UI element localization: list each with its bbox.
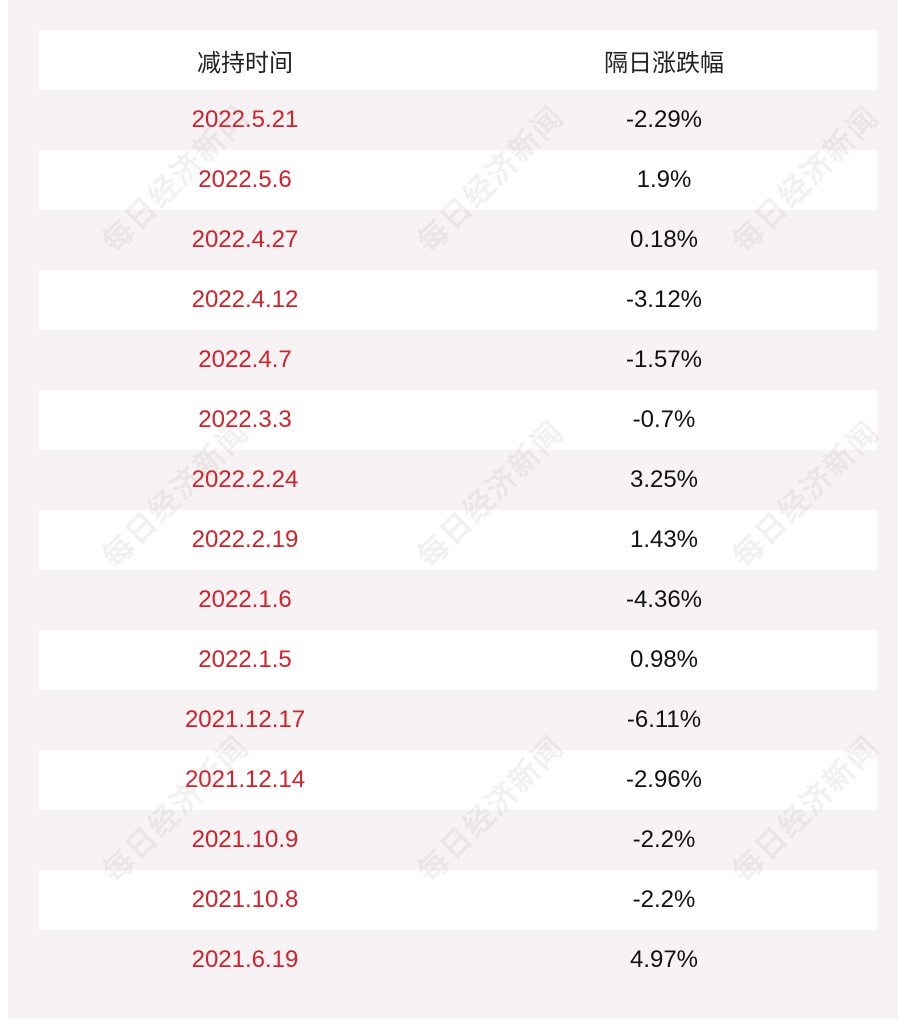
table-row: 2021.12.14 -2.96%: [39, 750, 877, 810]
table-row: 2022.2.24 3.25%: [39, 450, 877, 510]
reduction-table: 减持时间 隔日涨跌幅 2022.5.21 -2.29% 2022.5.6 1.9% 20…: [39, 30, 877, 990]
table-row: 2022.3.3 -0.7%: [39, 390, 877, 450]
date-cell: 2022.2.19: [191, 526, 299, 553]
date-cell: 2022.4.27: [191, 226, 299, 253]
change-cell: -2.2%: [632, 886, 696, 913]
table-row: 2022.5.21 -2.29%: [39, 90, 877, 150]
change-cell: 3.25%: [629, 466, 699, 493]
date-cell: 2022.4.7: [198, 346, 292, 373]
date-cell: 2021.12.17: [184, 706, 306, 733]
date-cell: 2021.6.19: [191, 946, 299, 973]
table-row: 2022.4.12 -3.12%: [39, 270, 877, 330]
change-cell: -4.36%: [625, 586, 703, 613]
date-cell: 2022.4.12: [191, 286, 299, 313]
change-cell: -1.57%: [625, 346, 703, 373]
table-row: 2022.4.7 -1.57%: [39, 330, 877, 390]
date-cell: 2022.5.21: [191, 106, 299, 133]
table-row: 2022.1.6 -4.36%: [39, 570, 877, 630]
date-cell: 2022.3.3: [198, 406, 292, 433]
table-row: 2021.10.8 -2.2%: [39, 870, 877, 930]
table-row: 2021.10.9 -2.2%: [39, 810, 877, 870]
date-cell: 2021.10.8: [191, 886, 299, 913]
table-row: 2022.1.5 0.98%: [39, 630, 877, 690]
change-cell: -2.2%: [632, 826, 696, 853]
change-cell: -3.12%: [625, 286, 703, 313]
table-row: 2022.5.6 1.9%: [39, 150, 877, 210]
table-row: 2022.4.27 0.18%: [39, 210, 877, 270]
table-row: 2022.2.19 1.43%: [39, 510, 877, 570]
table-body: 2022.5.21 -2.29% 2022.5.6 1.9% 2022.4.27 0.18…: [39, 90, 877, 990]
table-row: 2021.6.19 4.97%: [39, 930, 877, 990]
header-date: 减持时间: [197, 48, 293, 77]
change-cell: 1.9%: [636, 166, 692, 193]
change-cell: -0.7%: [632, 406, 696, 433]
header-change: 隔日涨跌幅: [604, 48, 724, 77]
date-cell: 2021.10.9: [191, 826, 299, 853]
date-cell: 2021.12.14: [184, 766, 306, 793]
table-row: 2021.12.17 -6.11%: [39, 690, 877, 750]
change-cell: 4.97%: [629, 946, 699, 973]
table-frame: 减持时间 隔日涨跌幅 2022.5.21 -2.29% 2022.5.6 1.9% 20…: [8, 0, 898, 1019]
date-cell: 2022.2.24: [191, 466, 299, 493]
date-cell: 2022.1.6: [198, 586, 292, 613]
change-cell: 1.43%: [629, 526, 699, 553]
change-cell: -2.96%: [625, 766, 703, 793]
change-cell: 0.18%: [629, 226, 699, 253]
change-cell: -2.29%: [625, 106, 703, 133]
table-header-row: 减持时间 隔日涨跌幅: [39, 30, 877, 90]
date-cell: 2022.1.5: [198, 646, 292, 673]
change-cell: 0.98%: [629, 646, 699, 673]
date-cell: 2022.5.6: [198, 166, 292, 193]
change-cell: -6.11%: [626, 706, 702, 733]
